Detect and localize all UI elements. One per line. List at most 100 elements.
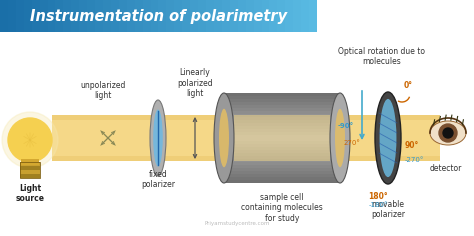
Bar: [20, 162, 40, 166]
Bar: [224, 111, 340, 114]
Text: -270°: -270°: [405, 157, 424, 163]
Bar: [20, 170, 40, 174]
Bar: [246, 0, 254, 32]
Bar: [224, 180, 340, 183]
Bar: [174, 0, 182, 32]
Bar: [20, 174, 40, 178]
Text: fixed
polarizer: fixed polarizer: [141, 170, 175, 190]
Bar: [301, 0, 309, 32]
Bar: [224, 93, 340, 96]
Bar: [309, 0, 317, 32]
Bar: [214, 0, 222, 32]
Bar: [71, 0, 79, 32]
Text: -180°: -180°: [368, 202, 388, 208]
Text: sample cell
containing molecules
for study: sample cell containing molecules for stu…: [241, 193, 323, 223]
Bar: [21, 159, 39, 165]
Circle shape: [8, 118, 52, 162]
Bar: [127, 0, 135, 32]
Bar: [234, 115, 330, 161]
Bar: [95, 0, 103, 32]
Bar: [224, 129, 340, 132]
Bar: [224, 156, 340, 159]
Text: 180°: 180°: [368, 192, 388, 201]
Text: 0°: 0°: [404, 81, 413, 90]
Bar: [224, 171, 340, 174]
Text: 270°: 270°: [344, 140, 361, 146]
Text: Linearly
polarized
light: Linearly polarized light: [177, 68, 213, 98]
Ellipse shape: [214, 93, 234, 183]
Circle shape: [2, 112, 58, 168]
Bar: [47, 0, 55, 32]
Bar: [52, 156, 440, 161]
Ellipse shape: [335, 109, 345, 167]
Bar: [254, 0, 262, 32]
Bar: [224, 126, 340, 129]
Ellipse shape: [153, 110, 163, 167]
Bar: [224, 96, 340, 99]
Circle shape: [443, 128, 453, 138]
Text: unpolarized
light: unpolarized light: [80, 81, 126, 100]
Bar: [224, 105, 340, 108]
Bar: [32, 0, 40, 32]
Text: Priyamstudycentre.com: Priyamstudycentre.com: [204, 222, 270, 227]
Ellipse shape: [430, 121, 466, 145]
Bar: [224, 177, 340, 180]
Text: movable
polarizer: movable polarizer: [371, 200, 405, 219]
Bar: [224, 150, 340, 153]
Bar: [224, 135, 340, 138]
Bar: [24, 0, 32, 32]
Bar: [224, 168, 340, 171]
Bar: [52, 115, 440, 161]
Text: Instrumentation of polarimetry: Instrumentation of polarimetry: [30, 9, 287, 25]
Bar: [158, 0, 166, 32]
Bar: [0, 0, 8, 32]
Ellipse shape: [330, 93, 350, 183]
Bar: [16, 0, 24, 32]
Bar: [151, 0, 158, 32]
Bar: [143, 0, 151, 32]
Bar: [52, 115, 440, 120]
Bar: [55, 0, 64, 32]
Bar: [224, 138, 340, 141]
Bar: [20, 162, 40, 178]
Bar: [224, 144, 340, 147]
Bar: [224, 114, 340, 117]
Bar: [224, 141, 340, 144]
Text: detector: detector: [430, 164, 462, 173]
Bar: [224, 165, 340, 168]
Bar: [103, 0, 111, 32]
Bar: [224, 153, 340, 156]
Bar: [285, 0, 293, 32]
Bar: [166, 0, 174, 32]
Bar: [293, 0, 301, 32]
Ellipse shape: [380, 99, 396, 177]
Text: Optical rotation due to
molecules: Optical rotation due to molecules: [338, 46, 426, 66]
Bar: [64, 0, 71, 32]
Ellipse shape: [150, 100, 166, 176]
Bar: [224, 99, 340, 102]
Bar: [277, 0, 285, 32]
Text: Light
source: Light source: [16, 184, 45, 203]
Bar: [224, 132, 340, 135]
Bar: [224, 159, 340, 162]
Bar: [224, 174, 340, 177]
Bar: [224, 162, 340, 165]
Text: 90°: 90°: [405, 142, 419, 151]
Bar: [79, 0, 87, 32]
Bar: [8, 0, 16, 32]
Bar: [135, 0, 143, 32]
Bar: [230, 0, 238, 32]
Bar: [182, 0, 190, 32]
Bar: [87, 0, 95, 32]
Bar: [224, 120, 340, 123]
Ellipse shape: [375, 92, 401, 184]
Bar: [40, 0, 47, 32]
Bar: [224, 147, 340, 150]
Bar: [119, 0, 127, 32]
Bar: [20, 166, 40, 170]
Bar: [198, 0, 206, 32]
Text: -90°: -90°: [338, 123, 354, 129]
Bar: [224, 102, 340, 105]
Circle shape: [439, 124, 457, 142]
Bar: [224, 123, 340, 126]
